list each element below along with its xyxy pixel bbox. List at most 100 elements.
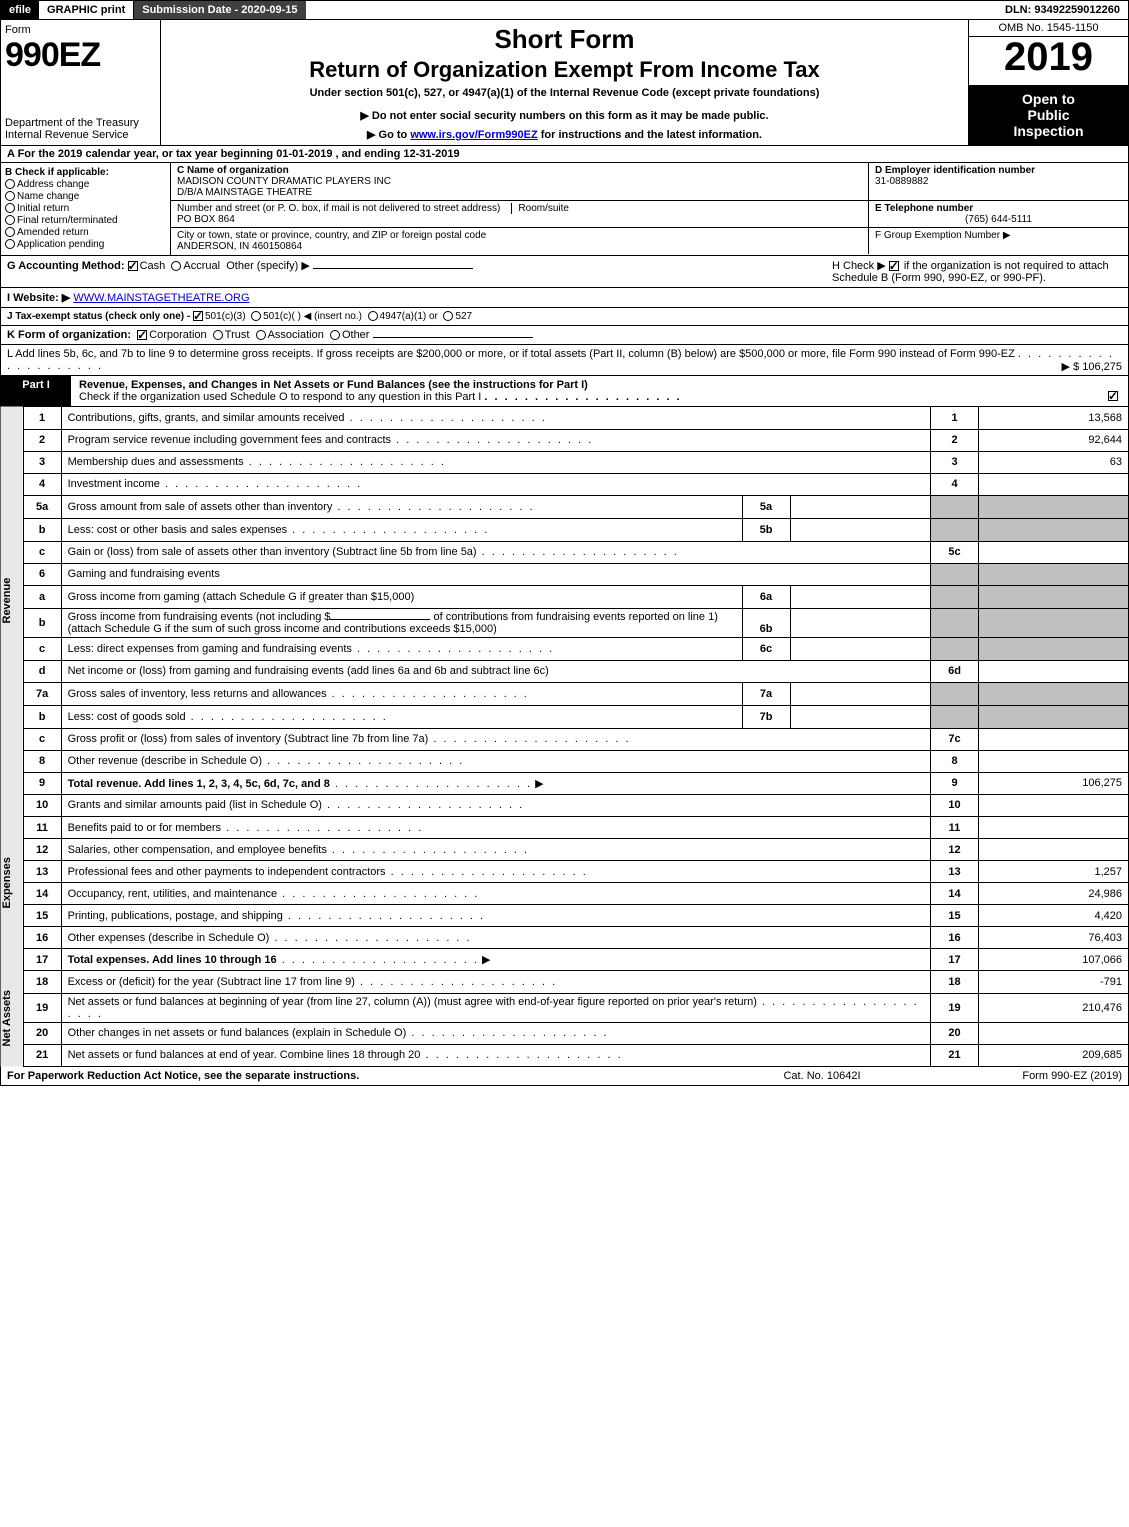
box-c-label: C Name of organization bbox=[177, 165, 862, 176]
line-19: 19Net assets or fund balances at beginni… bbox=[23, 993, 1128, 1022]
open-line3: Inspection bbox=[973, 123, 1124, 139]
line-6a: aGross income from gaming (attach Schedu… bbox=[23, 585, 1128, 608]
line-i: I Website: ▶ WWW.MAINSTAGETHEATRE.ORG bbox=[0, 288, 1129, 308]
j-label: J Tax-exempt status (check only one) - bbox=[7, 311, 190, 322]
return-title: Return of Organization Exempt From Incom… bbox=[169, 57, 960, 83]
line-13: 13Professional fees and other payments t… bbox=[23, 861, 1128, 883]
check-501c[interactable] bbox=[251, 311, 261, 321]
check-other-org[interactable] bbox=[330, 330, 340, 340]
footer-mid: Cat. No. 10642I bbox=[722, 1070, 922, 1082]
line-5c: cGain or (loss) from sale of assets othe… bbox=[23, 541, 1128, 563]
line-5b: bLess: cost or other basis and sales exp… bbox=[23, 518, 1128, 541]
boxes-cdef: C Name of organization MADISON COUNTY DR… bbox=[171, 163, 1128, 255]
box-c-city: City or town, state or province, country… bbox=[171, 228, 868, 254]
goto-post: for instructions and the latest informat… bbox=[538, 129, 762, 141]
line-1: 1Contributions, gifts, grants, and simil… bbox=[23, 407, 1128, 429]
part-i-check-text: Check if the organization used Schedule … bbox=[79, 391, 481, 403]
dept-irs: Internal Revenue Service bbox=[5, 129, 156, 141]
k-other-input[interactable] bbox=[373, 337, 533, 338]
l-text: L Add lines 5b, 6c, and 7b to line 9 to … bbox=[7, 348, 1015, 360]
g-other-input[interactable] bbox=[313, 268, 473, 269]
h-text1: H Check ▶ bbox=[832, 260, 886, 272]
line-3: 3Membership dues and assessments363 bbox=[23, 451, 1128, 473]
box-d-label: D Employer identification number bbox=[875, 165, 1122, 176]
efile-button[interactable]: efile bbox=[1, 1, 39, 19]
check-schedule-o[interactable] bbox=[1108, 391, 1118, 401]
line-h: H Check ▶ if the organization is not req… bbox=[822, 259, 1122, 284]
check-final-return[interactable]: Final return/terminated bbox=[5, 215, 166, 226]
box-e-label: E Telephone number bbox=[875, 203, 1122, 214]
line-6b-input[interactable] bbox=[330, 619, 430, 620]
line-2: 2Program service revenue including gover… bbox=[23, 429, 1128, 451]
line-18: 18Excess or (deficit) for the year (Subt… bbox=[23, 971, 1128, 993]
open-to-public: Open to Public Inspection bbox=[969, 85, 1128, 145]
line-6d: dNet income or (loss) from gaming and fu… bbox=[23, 660, 1128, 682]
revenue-table: 1Contributions, gifts, grants, and simil… bbox=[23, 407, 1129, 795]
line-5a: 5aGross amount from sale of assets other… bbox=[23, 495, 1128, 518]
ssn-warning: ▶ Do not enter social security numbers o… bbox=[169, 109, 960, 122]
check-501c3[interactable] bbox=[193, 311, 203, 321]
check-association[interactable] bbox=[256, 330, 266, 340]
box-c-name: C Name of organization MADISON COUNTY DR… bbox=[171, 163, 868, 200]
check-accrual[interactable] bbox=[171, 261, 181, 271]
tax-year: 2019 bbox=[969, 37, 1128, 77]
check-address-change[interactable]: Address change bbox=[5, 179, 166, 190]
line-9: 9Total revenue. Add lines 1, 2, 3, 4, 5c… bbox=[23, 772, 1128, 794]
goto-pre: ▶ Go to bbox=[367, 129, 410, 141]
page-footer: For Paperwork Reduction Act Notice, see … bbox=[0, 1067, 1129, 1086]
website-link[interactable]: WWW.MAINSTAGETHEATRE.ORG bbox=[73, 292, 249, 304]
line-j: J Tax-exempt status (check only one) - 5… bbox=[0, 308, 1129, 326]
line-g: G Accounting Method: Cash Accrual Other … bbox=[7, 259, 822, 284]
under-section: Under section 501(c), 527, or 4947(a)(1)… bbox=[169, 87, 960, 99]
line-k: K Form of organization: Corporation Trus… bbox=[0, 326, 1129, 345]
form-header: Form 990EZ Department of the Treasury In… bbox=[0, 20, 1129, 146]
check-trust[interactable] bbox=[213, 330, 223, 340]
check-cash[interactable] bbox=[128, 261, 138, 271]
check-initial-return[interactable]: Initial return bbox=[5, 203, 166, 214]
irs-link[interactable]: www.irs.gov/Form990EZ bbox=[410, 129, 537, 141]
line-15: 15Printing, publications, postage, and s… bbox=[23, 905, 1128, 927]
expenses-side-label: Expenses bbox=[1, 795, 23, 972]
line-14: 14Occupancy, rent, utilities, and mainte… bbox=[23, 883, 1128, 905]
box-d: D Employer identification number 31-0889… bbox=[868, 163, 1128, 200]
part-i-title: Revenue, Expenses, and Changes in Net As… bbox=[71, 376, 1128, 406]
netassets-side-label: Net Assets bbox=[1, 971, 23, 1067]
revenue-side-label: Revenue bbox=[1, 407, 23, 795]
street-label: Number and street (or P. O. box, if mail… bbox=[177, 203, 500, 214]
l-amount: ▶ $ 106,275 bbox=[1062, 360, 1122, 373]
city-label: City or town, state or province, country… bbox=[177, 230, 862, 241]
street-value: PO BOX 864 bbox=[177, 214, 862, 225]
part-i-label: Part I bbox=[1, 376, 71, 406]
netassets-table: 18Excess or (deficit) for the year (Subt… bbox=[23, 971, 1129, 1067]
box-b-title: B Check if applicable: bbox=[5, 167, 166, 178]
open-line2: Public bbox=[973, 107, 1124, 123]
line-7c: cGross profit or (loss) from sales of in… bbox=[23, 728, 1128, 750]
dept-treasury: Department of the Treasury bbox=[5, 117, 156, 129]
line-6b: bGross income from fundraising events (n… bbox=[23, 608, 1128, 637]
goto-instructions: ▶ Go to www.irs.gov/Form990EZ for instru… bbox=[169, 128, 960, 141]
expenses-table: 10Grants and similar amounts paid (list … bbox=[23, 795, 1129, 972]
form-number: 990EZ bbox=[5, 36, 156, 75]
check-4947[interactable] bbox=[368, 311, 378, 321]
footer-right: Form 990-EZ (2019) bbox=[922, 1070, 1122, 1082]
graphic-print-button[interactable]: GRAPHIC print bbox=[39, 1, 134, 19]
check-schedule-b[interactable] bbox=[889, 261, 899, 271]
form-word: Form bbox=[5, 24, 156, 36]
line-8: 8Other revenue (describe in Schedule O)8 bbox=[23, 750, 1128, 772]
header-center: Short Form Return of Organization Exempt… bbox=[161, 20, 968, 145]
check-527[interactable] bbox=[443, 311, 453, 321]
check-corporation[interactable] bbox=[137, 330, 147, 340]
g-label: G Accounting Method: bbox=[7, 260, 125, 272]
footer-left: For Paperwork Reduction Act Notice, see … bbox=[7, 1070, 722, 1082]
check-application-pending[interactable]: Application pending bbox=[5, 239, 166, 250]
check-name-change[interactable]: Name change bbox=[5, 191, 166, 202]
revenue-section: Revenue 1Contributions, gifts, grants, a… bbox=[0, 407, 1129, 795]
box-b: B Check if applicable: Address change Na… bbox=[1, 163, 171, 255]
line-a: A For the 2019 calendar year, or tax yea… bbox=[0, 146, 1129, 163]
line-17: 17Total expenses. Add lines 10 through 1… bbox=[23, 949, 1128, 971]
line-12: 12Salaries, other compensation, and empl… bbox=[23, 839, 1128, 861]
line-4: 4Investment income4 bbox=[23, 473, 1128, 495]
info-grid: B Check if applicable: Address change Na… bbox=[0, 163, 1129, 256]
line-11: 11Benefits paid to or for members11 bbox=[23, 817, 1128, 839]
check-amended-return[interactable]: Amended return bbox=[5, 227, 166, 238]
